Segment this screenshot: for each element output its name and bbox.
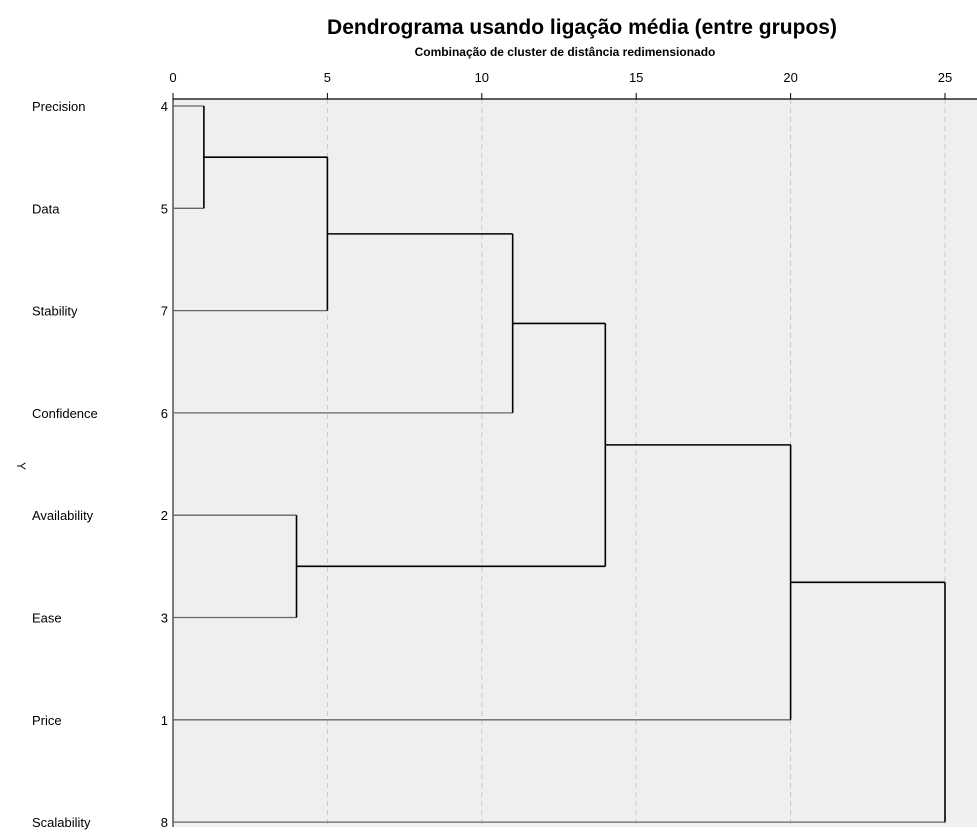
leaf-number: 2 [161, 508, 168, 523]
leaf-label: Stability [32, 304, 78, 319]
leaf-labels: Precision 4 Data 5 Stability 7 Confidence 6 Avai… [32, 99, 168, 830]
y-axis-label: Y [14, 462, 28, 470]
leaf-label: Scalability [32, 815, 91, 830]
leaf-label: Confidence [32, 406, 98, 421]
chart-title: Dendrograma usando ligação média (entre … [327, 16, 837, 39]
x-tick-label: 25 [938, 70, 952, 85]
chart-subtitle: Combinação de cluster de distância redim… [415, 45, 716, 59]
leaf-number: 4 [161, 99, 168, 114]
leaf-number: 3 [161, 611, 168, 626]
leaf-label: Data [32, 201, 60, 216]
x-axis: 0 5 10 15 20 25 [169, 70, 977, 827]
x-tick-label: 0 [169, 70, 176, 85]
leaf-label: Price [32, 713, 62, 728]
leaf-label: Availability [32, 508, 94, 523]
leaf-number: 6 [161, 406, 168, 421]
x-tick-label: 15 [629, 70, 643, 85]
leaf-number: 1 [161, 713, 168, 728]
plot-area [173, 99, 977, 827]
leaf-label: Precision [32, 99, 85, 114]
x-tick-label: 5 [324, 70, 331, 85]
dendrogram-links [173, 105, 946, 823]
x-tick-label: 20 [783, 70, 797, 85]
leaf-number: 5 [161, 201, 168, 216]
leaf-number: 7 [161, 304, 168, 319]
leaf-number: 8 [161, 815, 168, 830]
leaf-label: Ease [32, 611, 62, 626]
x-tick-label: 10 [475, 70, 489, 85]
